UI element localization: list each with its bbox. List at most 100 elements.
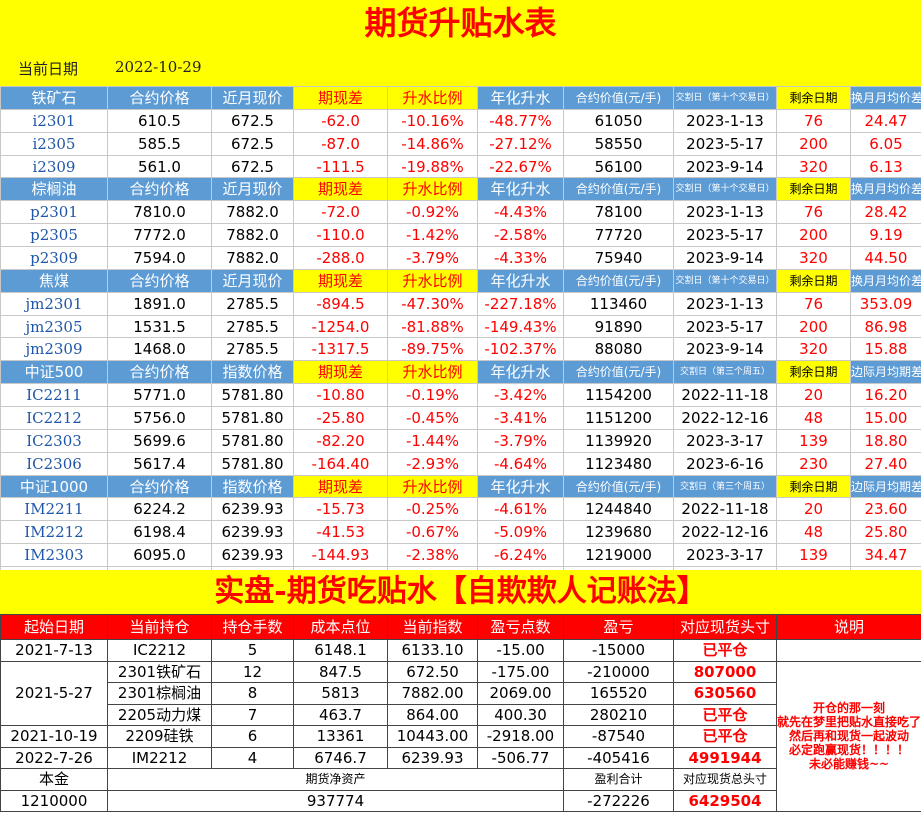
table-cell: -82.20	[293, 428, 388, 453]
pnl: -87540	[563, 725, 674, 748]
note-line: 然后再和现货一起波动	[788, 729, 909, 744]
position: 2205动力煤	[107, 703, 212, 726]
column-header: 合约价格	[107, 177, 212, 202]
column-header: 升水比例	[387, 474, 478, 499]
table-cell: -0.25%	[387, 497, 478, 522]
ledger-column-header: 成本点位	[293, 614, 388, 640]
table-cell: -81.88%	[387, 314, 478, 339]
ledger-row: 2021-7-13 IC2212 5 6148.1 6133.10 -15.00 -1500…	[0, 639, 921, 662]
table-cell: -89.75%	[387, 337, 478, 362]
table-cell: 2785.5	[211, 291, 294, 316]
column-header: 边际月均期差	[850, 360, 921, 385]
table-cell: 113460	[563, 291, 674, 316]
table-cell: 2022-11-18	[673, 383, 777, 408]
table-cell: 7882.0	[211, 246, 294, 270]
table-cell: 9.19	[850, 223, 921, 248]
table-cell: -41.53	[293, 520, 388, 545]
net-assets-value: 937774	[107, 789, 564, 812]
table-cell: 2785.5	[211, 337, 294, 362]
column-header: 期现差	[293, 474, 388, 499]
table-cell: 61050	[563, 108, 674, 133]
spot-position: 630560	[673, 682, 777, 705]
spot-position: 已平仓	[673, 639, 777, 662]
table-cell: 7594.0	[107, 246, 212, 270]
table-cell: 230	[776, 451, 851, 476]
table-cell: 25.80	[850, 520, 921, 545]
cost-point: 6746.7	[293, 746, 388, 769]
column-header: 合约价值(元/手)	[563, 268, 674, 293]
column-header: 合约价格	[107, 474, 212, 499]
table-cell: -1.42%	[387, 223, 478, 248]
table-cell: 18.80	[850, 428, 921, 453]
table-cell: 1531.5	[107, 314, 212, 339]
cost-point: 6148.1	[293, 639, 388, 662]
contract-code: IC2212	[0, 406, 108, 430]
section-name: 中证500	[0, 360, 108, 385]
table-cell: 2023-5-17	[673, 131, 777, 156]
column-header: 剩余日期	[776, 177, 851, 202]
table-row: IM2303 6095.0 6239.93 -144.93 -2.38% -6.24% 12…	[0, 543, 921, 568]
table-cell: 27.40	[850, 451, 921, 476]
ledger-table: 起始日期 当前持仓 持仓手数 成本点位 当前指数 盈亏点数 盈亏 对应现货头寸 说明 2021-7…	[0, 614, 921, 812]
table-cell: 2023-3-17	[673, 428, 777, 453]
pnl-points: 400.30	[477, 703, 564, 726]
ledger-column-header: 当前指数	[387, 614, 478, 640]
table-cell: 24.47	[850, 108, 921, 133]
contract-code: IC2303	[0, 428, 108, 453]
column-header: 合约价值(元/手)	[563, 474, 674, 499]
contract-code: jm2305	[0, 314, 108, 339]
table-cell: 7810.0	[107, 200, 212, 225]
section-name: 铁矿石	[0, 86, 108, 110]
table-row: IC2303 5699.6 5781.80 -82.20 -1.44% -3.79% 113…	[0, 428, 921, 453]
ledger-column-header: 盈亏点数	[477, 614, 564, 640]
contract-code: p2309	[0, 246, 108, 270]
table-cell: 86.98	[850, 314, 921, 339]
column-header: 合约价格	[107, 86, 212, 110]
table-cell: -10.80	[293, 383, 388, 408]
table-cell: 6239.93	[211, 543, 294, 568]
spot-position: 4991944	[673, 746, 777, 769]
table-cell: 320	[776, 337, 851, 362]
table-cell: 585.5	[107, 131, 212, 156]
table-row: jm2309 1468.0 2785.5 -1317.5 -89.75% -102.37%…	[0, 337, 921, 362]
ledger-footer-values: 1210000 937774 -272226 6429504	[0, 789, 921, 812]
table-cell: 1244840	[563, 497, 674, 522]
column-header: 合约价格	[107, 360, 212, 385]
capital-label: 本金	[0, 768, 108, 791]
column-header: 年化升水	[477, 86, 564, 110]
pnl-total-label: 盈利合计	[563, 768, 674, 791]
table-cell: 5771.0	[107, 383, 212, 408]
table-cell: 5781.80	[211, 451, 294, 476]
column-header: 换月月均价差	[850, 177, 921, 202]
table-cell: -2.93%	[387, 451, 478, 476]
table-row: jm2305 1531.5 2785.5 -1254.0 -81.88% -149.43%…	[0, 314, 921, 339]
contract-code: IM2211	[0, 497, 108, 522]
table-cell: -10.16%	[387, 108, 478, 133]
cost-point: 847.5	[293, 660, 388, 683]
table-cell: 2785.5	[211, 314, 294, 339]
table-cell: 2023-9-14	[673, 337, 777, 362]
spot-total-value: 6429504	[673, 789, 777, 812]
column-header: 升水比例	[387, 268, 478, 293]
table-cell: 672.5	[211, 131, 294, 156]
table-row: IC2212 5756.0 5781.80 -25.80 -0.45% -3.41% 115…	[0, 406, 921, 430]
table-cell: -48.77%	[477, 108, 564, 133]
table-cell: 16.20	[850, 383, 921, 408]
table-cell: -62.0	[293, 108, 388, 133]
ledger-column-header: 对应现货头寸	[673, 614, 777, 640]
table-cell: -6.24%	[477, 543, 564, 568]
table-cell: 1239680	[563, 520, 674, 545]
column-header: 指数价格	[211, 474, 294, 499]
table-cell: 77720	[563, 223, 674, 248]
table-cell: 48	[776, 406, 851, 430]
table-row: IC2306 5617.4 5781.80 -164.40 -2.93% -4.64% 11…	[0, 451, 921, 476]
table-cell: -164.40	[293, 451, 388, 476]
table-cell: 15.00	[850, 406, 921, 430]
column-header: 交割日（第三个周五）	[673, 360, 777, 385]
table-cell: -25.80	[293, 406, 388, 430]
column-header: 换月月均价差	[850, 86, 921, 110]
pnl-points: 2069.00	[477, 682, 564, 705]
pnl: 280210	[563, 703, 674, 726]
column-header: 期现差	[293, 268, 388, 293]
column-header: 近月现价	[211, 268, 294, 293]
